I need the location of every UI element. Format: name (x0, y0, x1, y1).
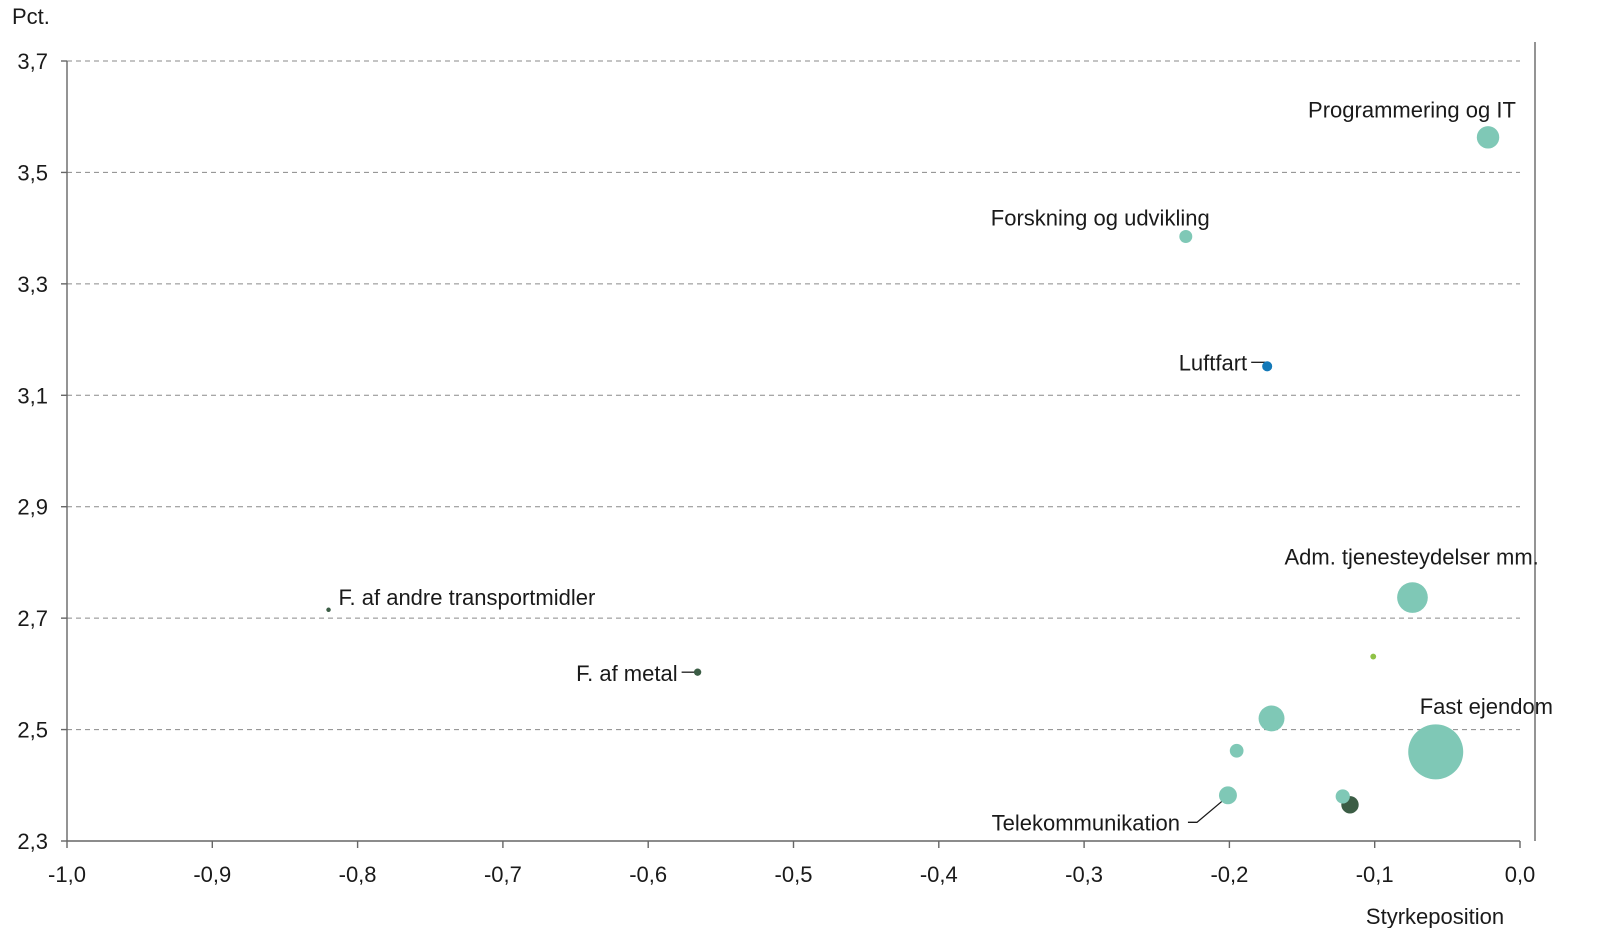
bubble-label: Telekommunikation (992, 810, 1180, 835)
bubble-label: Fast ejendom (1420, 694, 1553, 719)
x-tick-label: -0,3 (1065, 862, 1103, 887)
bubble-point (326, 607, 331, 613)
y-tick-label: 2,5 (17, 718, 48, 743)
bubble-label: Luftfart (1179, 350, 1247, 375)
bubble-point (1229, 743, 1244, 758)
x-tick-label: -0,2 (1210, 862, 1248, 887)
bubble-label: Adm. tjenesteydelser mm. (1284, 545, 1538, 570)
bubble-point (1397, 582, 1428, 613)
axis-layer: Pct. Styrkeposition 2,3 2,5 2,7 2,9 3,1 3,3 3,… (12, 4, 1536, 928)
bubble-point (693, 668, 702, 676)
bubble-point (1179, 230, 1193, 243)
y-tick-label: 3,5 (17, 160, 48, 185)
x-tick-label: -0,9 (193, 862, 231, 887)
y-tick-label: 3,1 (17, 383, 48, 408)
grid-layer (67, 60, 1520, 731)
bubble-point (1370, 653, 1377, 660)
bubble-label: F. af andre transportmidler (339, 585, 596, 610)
x-tick-label: -0,5 (775, 862, 813, 887)
x-axis-title: Styrkeposition (1366, 904, 1504, 928)
bubble-label: Forskning og udvikling (991, 206, 1210, 231)
bubble-layer (326, 126, 1500, 814)
x-tick-label: 0,0 (1505, 862, 1536, 887)
bubble-point (1476, 126, 1500, 149)
y-tick-label: 2,7 (17, 606, 48, 631)
label-layer: Programmering og IT Forskning og udviklin… (339, 97, 1553, 835)
label-leader-line (1187, 800, 1223, 823)
bubble-label: Programmering og IT (1308, 97, 1516, 122)
bubble-point (1218, 786, 1237, 805)
leader-layer (681, 361, 1266, 823)
x-tick-label: -0,1 (1356, 862, 1394, 887)
x-tick-label: -0,6 (629, 862, 667, 887)
x-tick-label: -0,4 (920, 862, 958, 887)
bubble-point (1258, 705, 1285, 732)
bubble-label: F. af metal (576, 661, 677, 686)
y-tick-label: 3,7 (17, 49, 48, 74)
y-axis-title: Pct. (12, 4, 50, 29)
bubble-point (1335, 789, 1350, 804)
y-tick-label: 3,3 (17, 272, 48, 297)
bubble-point (1262, 361, 1273, 372)
y-tick-label: 2,9 (17, 495, 48, 520)
bubble-point (1408, 724, 1464, 780)
x-tick-label: -0,8 (339, 862, 377, 887)
x-tick-label: -1,0 (48, 862, 86, 887)
x-tick-label: -0,7 (484, 862, 522, 887)
y-tick-label: 2,3 (17, 829, 48, 854)
